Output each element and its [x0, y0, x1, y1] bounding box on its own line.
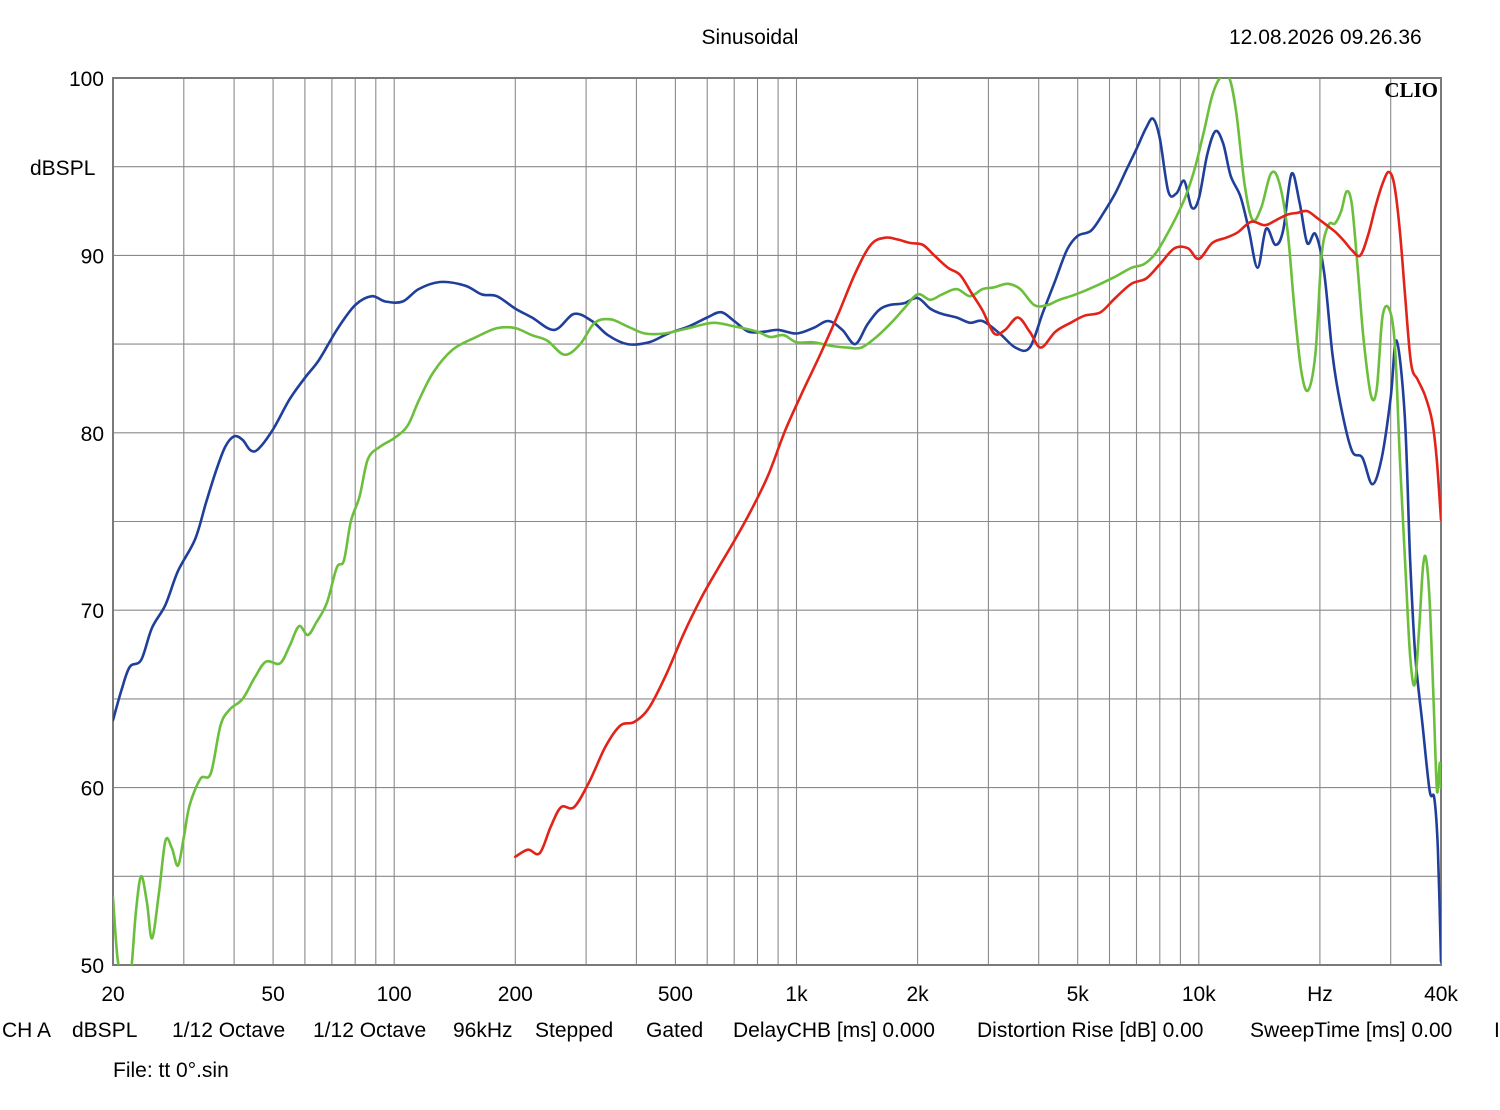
- x-tick-label: 2k: [907, 983, 930, 1006]
- y-tick-label: 90: [81, 245, 104, 268]
- x-tick-label: 100: [377, 983, 412, 1006]
- timestamp: 12.08.2026 09.26.36: [1229, 26, 1422, 49]
- grid-horizontal-lines: [113, 166, 1441, 877]
- file-name: File: tt 0°.sin: [113, 1059, 229, 1082]
- y-tick-label: 80: [81, 423, 104, 446]
- series-layer: [113, 78, 1441, 965]
- y-axis-unit-label: dBSPL: [30, 157, 95, 180]
- y-tick-label: 100: [69, 68, 104, 91]
- status-unit: dBSPL: [72, 1019, 138, 1042]
- x-tick-label: 5k: [1067, 983, 1090, 1006]
- status-sample-rate: 96kHz: [453, 1019, 513, 1042]
- brand-logo: CLIO: [1384, 78, 1438, 102]
- status-gating: Gated: [646, 1019, 704, 1042]
- x-tick-label: 50: [261, 983, 284, 1006]
- y-tick-label: 70: [81, 600, 104, 623]
- x-tick-label: Hz: [1307, 983, 1333, 1006]
- x-tick-label: 500: [658, 983, 693, 1006]
- status-smoothing: 1/12 Octave: [172, 1019, 286, 1042]
- x-tick-label: 1k: [785, 983, 808, 1006]
- x-tick-label: 40k: [1424, 983, 1458, 1006]
- chart-title: Sinusoidal: [701, 26, 799, 49]
- x-tick-labels: 20 50 100 200 500 1k 2k 5k 10k Hz 40k: [101, 983, 1458, 1006]
- x-tick-label: 10k: [1182, 983, 1216, 1006]
- status-channel: CH A: [2, 1019, 52, 1042]
- status-resolution: 1/12 Octave: [313, 1019, 427, 1042]
- series-green-line: [113, 78, 1441, 965]
- y-tick-label: 60: [81, 778, 104, 801]
- status-distortion-rise: Distortion Rise [dB] 0.00: [977, 1019, 1204, 1042]
- plot-frame: [112, 77, 1442, 966]
- status-sweep-time: SweepTime [ms] 0.00: [1250, 1019, 1453, 1042]
- x-tick-label: 20: [101, 983, 124, 1006]
- status-overflow: I: [1494, 1019, 1500, 1042]
- y-tick-labels: 100 90 80 70 60 50: [69, 68, 104, 978]
- status-bar: CH A dBSPL 1/12 Octave 1/12 Octave 96kHz…: [2, 1019, 1500, 1049]
- status-delay: DelayCHB [ms] 0.000: [733, 1019, 935, 1042]
- series-blue-line: [113, 117, 1441, 963]
- x-tick-label: 200: [498, 983, 533, 1006]
- series-red-line: [514, 170, 1441, 859]
- status-sweep-mode: Stepped: [535, 1019, 614, 1042]
- y-tick-label: 50: [81, 955, 104, 978]
